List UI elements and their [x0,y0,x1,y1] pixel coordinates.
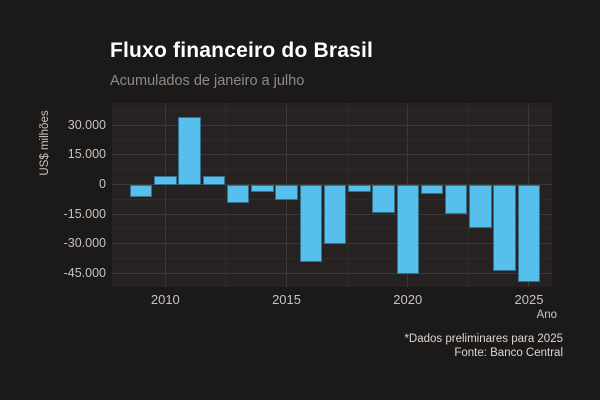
bar-2013 [226,184,250,203]
bar-2024 [493,184,516,271]
source-note: Fonte: Banco Central [454,347,563,359]
major-gridline-y--45000 [112,272,552,274]
y-tick-label-15.000: 15.000 [67,147,106,162]
chart-title: Fluxo financeiro do Brasil [110,39,374,62]
footnote: *Dados preliminares para 2025 [404,333,563,345]
bar-2015 [275,184,298,200]
bar-2022 [444,184,468,214]
bar-2020 [396,184,419,274]
y-tick-label-30.000: 30.000 [67,117,106,132]
y-tick-label--30.000: -30.000 [63,236,106,251]
minor-gridline-x-2022.5 [467,103,469,287]
major-gridline-y-15000 [112,154,552,156]
x-tick-label-2015: 2015 [272,292,301,307]
minor-gridline-y-7500 [112,169,552,171]
major-gridline-x-2010 [164,103,166,287]
y-tick-label--15.000: -15.000 [63,206,106,221]
minor-gridline-y-22500 [112,139,552,141]
x-axis-title: Ano [536,309,557,321]
bar-2025 [517,184,541,283]
x-tick-label-2010: 2010 [150,292,180,307]
major-gridline-y--30000 [112,243,552,245]
y-tick-label-0: 0 [99,177,106,192]
x-tick-label-2025: 2025 [514,292,544,307]
bar-2012 [202,175,226,185]
minor-gridline-x-2012.5 [225,103,227,287]
footer: *Dados preliminares para 2025 Fonte: Ban… [250,332,563,360]
bar-2019 [372,184,395,213]
minor-gridline-x-2017.5 [346,103,348,287]
bar-2017 [323,184,347,244]
major-gridline-y-30000 [112,124,552,126]
bar-2010 [154,176,177,185]
chart-panel [112,103,552,287]
y-tick-label--45.000: -45.000 [63,265,106,280]
bar-2023 [469,184,492,228]
bar-2018 [348,184,371,192]
bar-2009 [129,184,153,198]
minor-gridline-y--37500 [112,258,552,260]
x-tick-label-2020: 2020 [393,292,423,307]
bar-2011 [178,117,201,185]
bar-2014 [251,184,274,193]
chart-subtitle: Acumulados de janeiro a julho [110,73,305,89]
bar-2016 [299,184,323,262]
minor-gridline-y-37500 [112,110,552,111]
bar-2021 [420,184,444,195]
